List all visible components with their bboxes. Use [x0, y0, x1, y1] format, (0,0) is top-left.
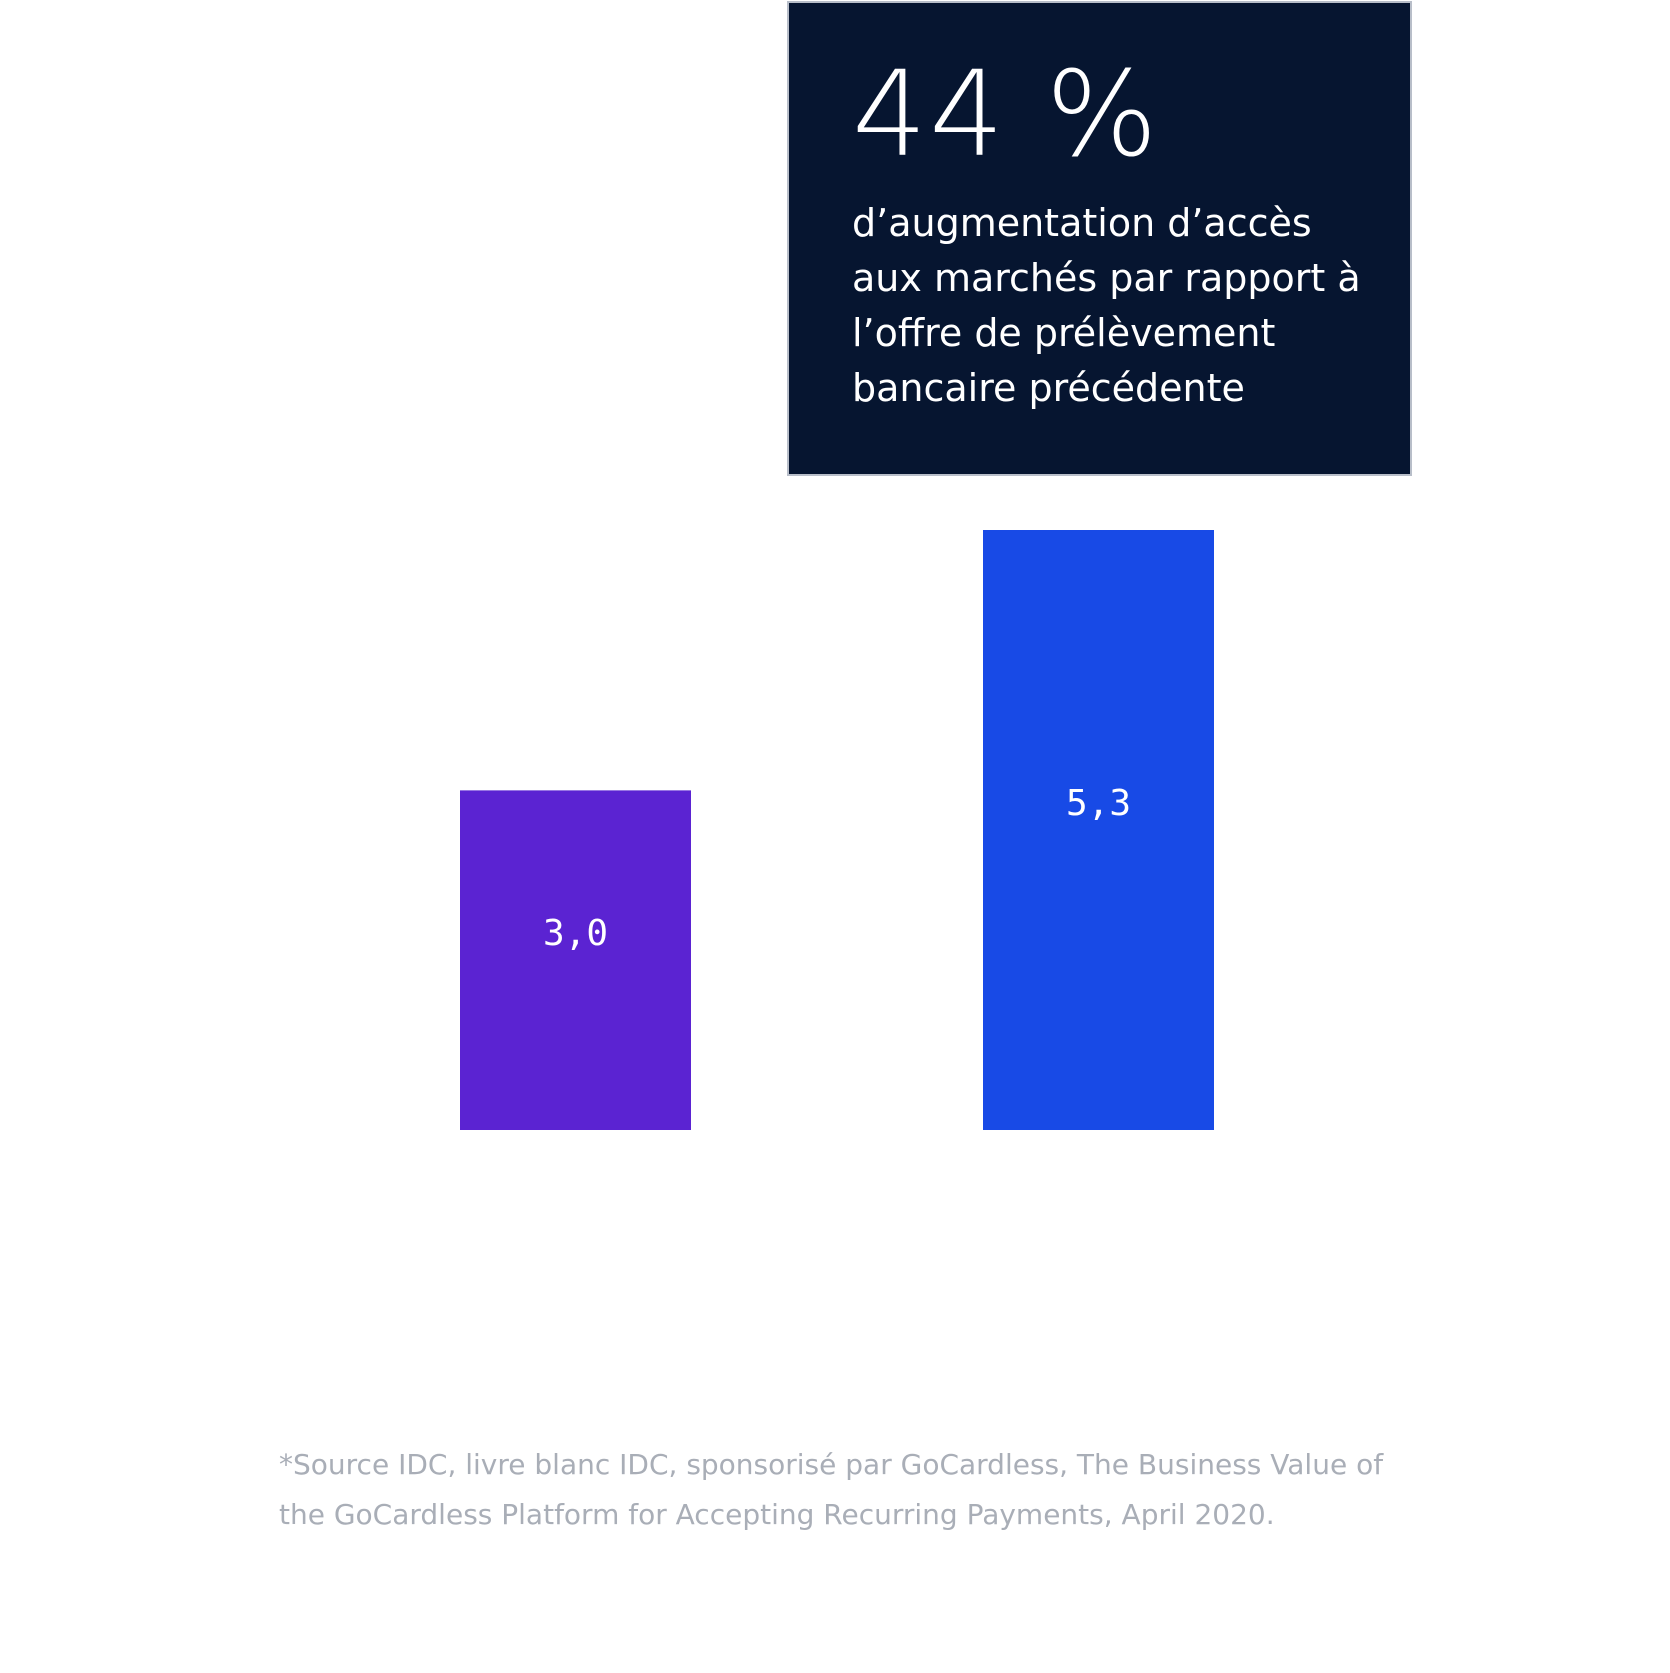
footnote-line: the GoCardless Platform for Accepting Re… [279, 1498, 1275, 1531]
bar-2 [983, 530, 1214, 1130]
source-footnote: *Source IDC, livre blanc IDC, sponsorisé… [279, 1440, 1429, 1540]
bar-value-label-2: 5,3 [1066, 783, 1131, 824]
callout-percentage: 44 % [852, 45, 1160, 183]
footnote-line: *Source IDC, livre blanc IDC, sponsorisé… [279, 1448, 1384, 1481]
stat-callout: 44 % d’augmentation d’accès aux marchés … [787, 1, 1412, 476]
callout-line: bancaire précédente [852, 366, 1245, 410]
bar-value-label-1: 3,0 [543, 913, 608, 954]
callout-line: l’offre de prélèvement [852, 311, 1276, 355]
callout-line: d’augmentation d’accès [852, 201, 1312, 245]
callout-line: aux marchés par rapport à [852, 256, 1361, 300]
bar-1 [460, 790, 691, 1130]
callout-description: d’augmentation d’accès aux marchés par r… [852, 196, 1392, 416]
